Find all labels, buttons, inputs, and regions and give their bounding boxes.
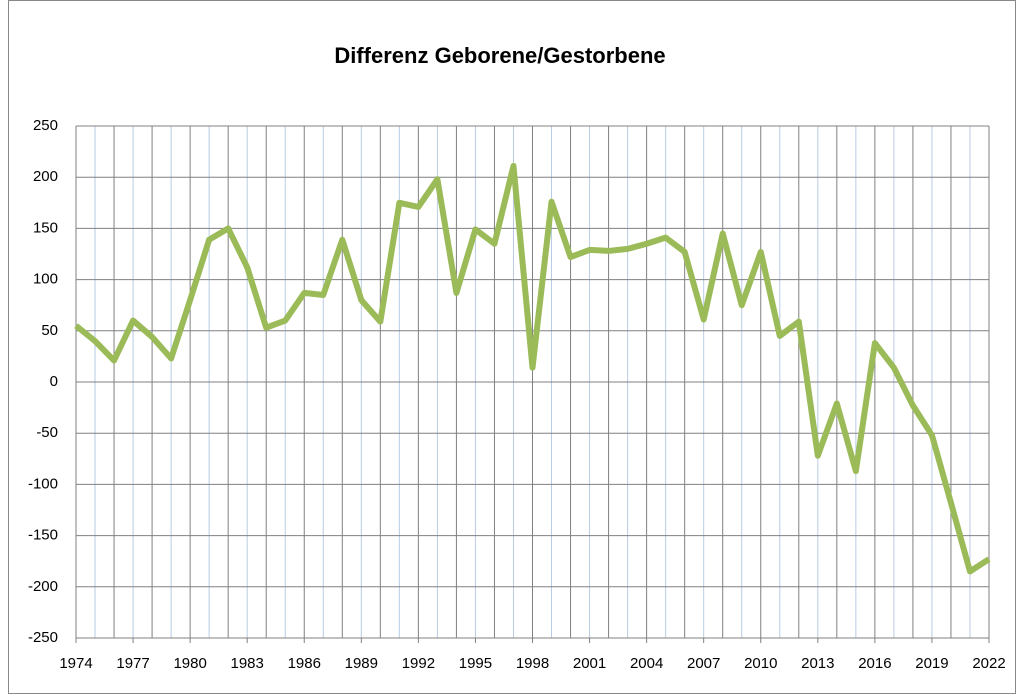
- data-line: [74, 162, 991, 575]
- x-tick-label: 1986: [288, 655, 321, 672]
- x-tick-label: 2004: [630, 655, 663, 672]
- y-tick-label: 200: [33, 168, 58, 185]
- y-tick-label: 50: [41, 322, 58, 339]
- x-tick-label: 2010: [744, 655, 777, 672]
- y-tick-label: -200: [28, 578, 58, 595]
- y-tick-label: 0: [50, 373, 58, 390]
- chart-title: Differenz Geborene/Gestorbene: [334, 43, 665, 68]
- x-tick-label: 2013: [801, 655, 834, 672]
- x-tick-label: 1983: [231, 655, 264, 672]
- y-tick-label: 150: [33, 219, 58, 236]
- x-tick-label: 2001: [573, 655, 606, 672]
- y-tick-label: -250: [28, 629, 58, 646]
- x-tick-label: 2016: [858, 655, 891, 672]
- x-tick-label: 2022: [972, 655, 1005, 672]
- y-tick-label: 250: [33, 117, 58, 134]
- x-tick-label: 1980: [173, 655, 206, 672]
- y-tick-label: -150: [28, 527, 58, 544]
- y-tick-label: -100: [28, 475, 58, 492]
- x-tick-label: 1992: [402, 655, 435, 672]
- x-tick-label: 1989: [345, 655, 378, 672]
- x-tick-label: 1998: [516, 655, 549, 672]
- y-tick-label: -50: [36, 424, 58, 441]
- y-tick-label: 100: [33, 271, 58, 288]
- x-tick-label: 1995: [459, 655, 492, 672]
- x-tick-label: 1977: [116, 655, 149, 672]
- x-tick-label: 1974: [59, 655, 92, 672]
- x-tick-label: 2007: [687, 655, 720, 672]
- x-tick-label: 2019: [915, 655, 948, 672]
